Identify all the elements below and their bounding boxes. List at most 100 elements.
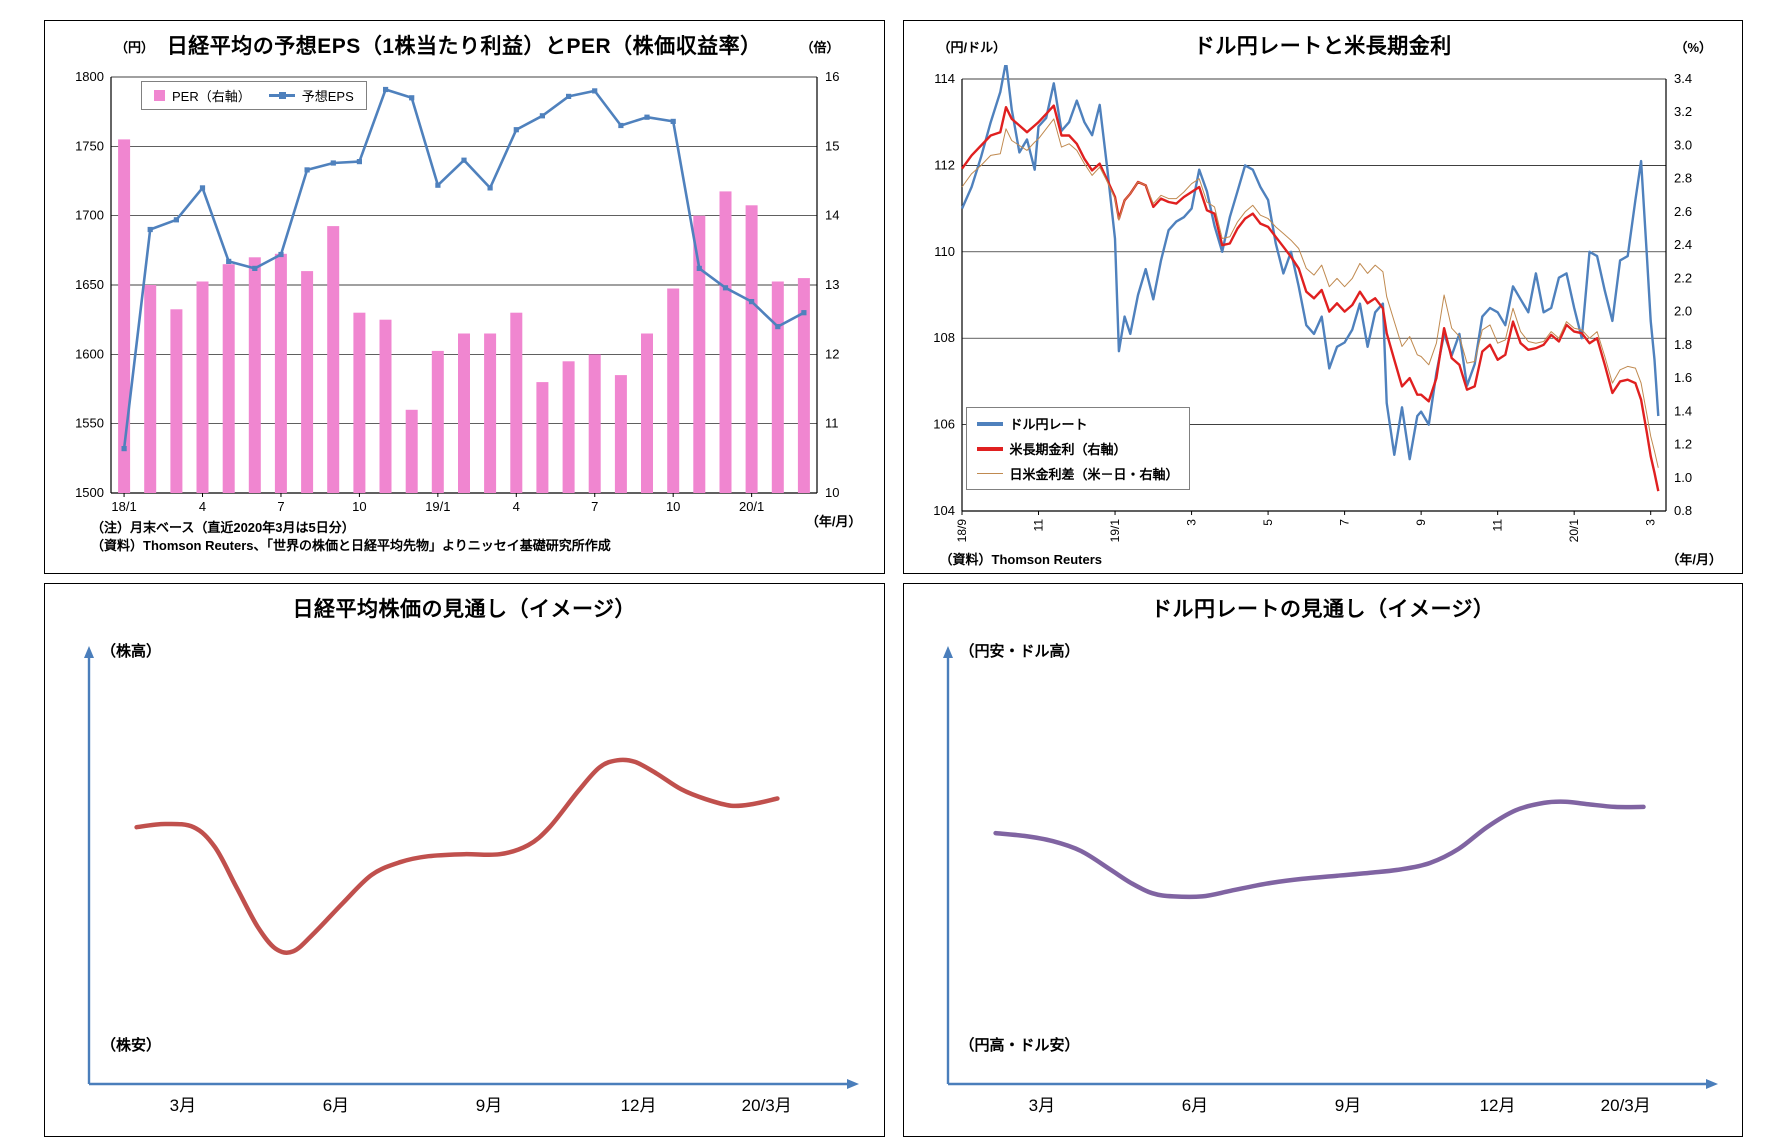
legend: PER（右軸） 予想EPS [141, 81, 367, 110]
note-line-1: （注）月末ベース（直近2020年3月は5日分） [91, 520, 355, 535]
svg-text:112: 112 [934, 157, 955, 172]
chart-title: ドル円レートの見通し（イメージ） [1150, 598, 1495, 621]
right-axis-unit: （倍） [800, 40, 840, 55]
svg-text:3.0: 3.0 [1674, 137, 1692, 152]
svg-text:3.2: 3.2 [1674, 104, 1692, 119]
svg-text:10: 10 [666, 499, 680, 514]
y-axis-bottom-label: （株安） [101, 1037, 162, 1054]
left-axis-unit: （円/ドル） [937, 40, 1007, 55]
svg-text:12: 12 [825, 346, 839, 361]
note-line-2: （資料）Thomson Reuters、「世界の株価と日経平均先物」よりニッセイ… [91, 538, 611, 553]
svg-text:9月: 9月 [1334, 1096, 1360, 1115]
svg-text:2.6: 2.6 [1674, 204, 1692, 219]
per-bar-swatch [154, 90, 165, 101]
legend-item-eps: 予想EPS [268, 86, 354, 105]
panel-nikkei-outlook: 日経平均株価の見通し（イメージ） （株高） （株安） 3月 6月 9月 12月 20/3… [44, 583, 885, 1137]
svg-text:104: 104 [933, 503, 955, 518]
legend-label-spread: 日米金利差（米－日・右軸） [1009, 467, 1179, 482]
svg-text:1500: 1500 [75, 485, 104, 500]
chart-title: 日経平均株価の見通し（イメージ） [292, 598, 637, 621]
svg-text:16: 16 [825, 69, 839, 84]
svg-text:4: 4 [513, 499, 520, 514]
svg-text:2.2: 2.2 [1674, 270, 1692, 285]
svg-text:108: 108 [933, 330, 955, 345]
svg-text:15: 15 [825, 138, 839, 153]
svg-text:10: 10 [825, 485, 839, 500]
svg-text:0.8: 0.8 [1674, 503, 1692, 518]
svg-text:6月: 6月 [323, 1096, 349, 1115]
svg-text:14: 14 [825, 208, 839, 223]
svg-text:11: 11 [1490, 519, 1504, 532]
svg-text:3月: 3月 [170, 1096, 196, 1115]
svg-text:20/3月: 20/3月 [742, 1096, 792, 1115]
svg-text:1750: 1750 [75, 138, 104, 153]
source-note: （資料）Thomson Reuters [939, 552, 1103, 567]
nikkei-outlook-chart: 3月 6月 9月 12月 20/3月 [84, 646, 859, 1115]
svg-text:12月: 12月 [621, 1096, 657, 1115]
right-axis-unit: （%） [1674, 40, 1712, 55]
y-axis-top-label: （円安・ドル高） [959, 643, 1080, 660]
svg-text:114: 114 [934, 71, 955, 86]
legend-label-us10y: 米長期金利（右軸） [1009, 442, 1127, 457]
y-axis-bottom-label: （円高・ドル安） [959, 1037, 1080, 1054]
panel-usdjpy-rates: ドル円レートと米長期金利 （円/ドル） （%） 104 106 108 110 112 1… [902, 20, 1743, 574]
svg-text:1550: 1550 [75, 416, 104, 431]
svg-text:1.0: 1.0 [1674, 470, 1692, 485]
svg-text:1.6: 1.6 [1674, 370, 1692, 385]
spread-line-swatch [976, 472, 1003, 475]
svg-text:11: 11 [1031, 519, 1045, 532]
svg-text:1.2: 1.2 [1674, 437, 1692, 452]
svg-text:1800: 1800 [75, 69, 104, 84]
usdjpy-rates-chart: 104 106 108 110 112 114 0.8 1.0 1.2 1.4 1.6 1.8 2.0 2… [933, 65, 1692, 543]
svg-text:3: 3 [1643, 519, 1657, 526]
svg-text:7: 7 [1337, 519, 1351, 526]
legend-item-us10y: 米長期金利（右軸） [976, 439, 1179, 458]
svg-text:18/1: 18/1 [111, 499, 136, 514]
x-axis-unit: （年/月） [1666, 552, 1722, 567]
svg-text:1.4: 1.4 [1674, 403, 1692, 418]
svg-text:6月: 6月 [1181, 1096, 1207, 1115]
usdjpy-line-swatch [976, 421, 1003, 426]
eps-line-swatch [268, 90, 295, 101]
svg-text:4: 4 [199, 499, 206, 514]
svg-text:1600: 1600 [75, 346, 104, 361]
svg-text:18/9: 18/9 [955, 519, 969, 543]
left-axis-unit: （円） [115, 40, 155, 55]
svg-text:19/1: 19/1 [1108, 519, 1122, 543]
chart-title: ドル円レートと米長期金利 [1193, 35, 1452, 58]
chart-notes: （注）月末ベース（直近2020年3月は5日分） （資料）Thomson Reut… [91, 519, 611, 555]
svg-text:106: 106 [933, 417, 955, 432]
panel-usdjpy-outlook: ドル円レートの見通し（イメージ） （円安・ドル高） （円高・ドル安） 3月 6月 9… [902, 583, 1743, 1137]
svg-text:3月: 3月 [1028, 1096, 1054, 1115]
legend-label-eps: 予想EPS [301, 89, 354, 104]
legend-item-usdjpy: ドル円レート [976, 414, 1179, 433]
svg-text:1700: 1700 [75, 208, 104, 223]
svg-text:13: 13 [825, 277, 839, 292]
svg-text:9月: 9月 [476, 1096, 502, 1115]
svg-text:7: 7 [277, 499, 284, 514]
svg-text:3: 3 [1184, 519, 1198, 526]
svg-text:20/1: 20/1 [1567, 519, 1581, 543]
svg-text:1650: 1650 [75, 277, 104, 292]
svg-text:110: 110 [934, 244, 955, 259]
legend: ドル円レート 米長期金利（右軸） 日米金利差（米－日・右軸） [965, 407, 1190, 490]
panel-nikkei-eps-per: 日経平均の予想EPS（1株当たり利益）とPER（株価収益率） （円） （倍） 1… [44, 20, 885, 574]
svg-text:1.8: 1.8 [1674, 337, 1692, 352]
svg-text:11: 11 [825, 416, 839, 431]
y-axis-top-label: （株高） [101, 643, 162, 660]
svg-text:20/3月: 20/3月 [1600, 1096, 1650, 1115]
svg-text:5: 5 [1261, 519, 1275, 526]
svg-text:19/1: 19/1 [425, 499, 450, 514]
legend-item-spread: 日米金利差（米－日・右軸） [976, 464, 1179, 483]
svg-text:9: 9 [1414, 519, 1428, 526]
usdjpy-outlook-chart: 3月 6月 9月 12月 20/3月 [942, 646, 1718, 1115]
legend-label-usdjpy: ドル円レート [1009, 417, 1088, 432]
svg-text:10: 10 [352, 499, 366, 514]
eps-per-chart: 1500 1550 1600 1650 1700 1750 1800 10 11 12 13 14 15… [75, 69, 839, 514]
us10y-line-swatch [976, 446, 1003, 451]
svg-text:12月: 12月 [1479, 1096, 1515, 1115]
svg-text:7: 7 [591, 499, 598, 514]
svg-text:2.0: 2.0 [1674, 304, 1692, 319]
svg-text:20/1: 20/1 [739, 499, 764, 514]
svg-text:3.4: 3.4 [1674, 71, 1692, 86]
